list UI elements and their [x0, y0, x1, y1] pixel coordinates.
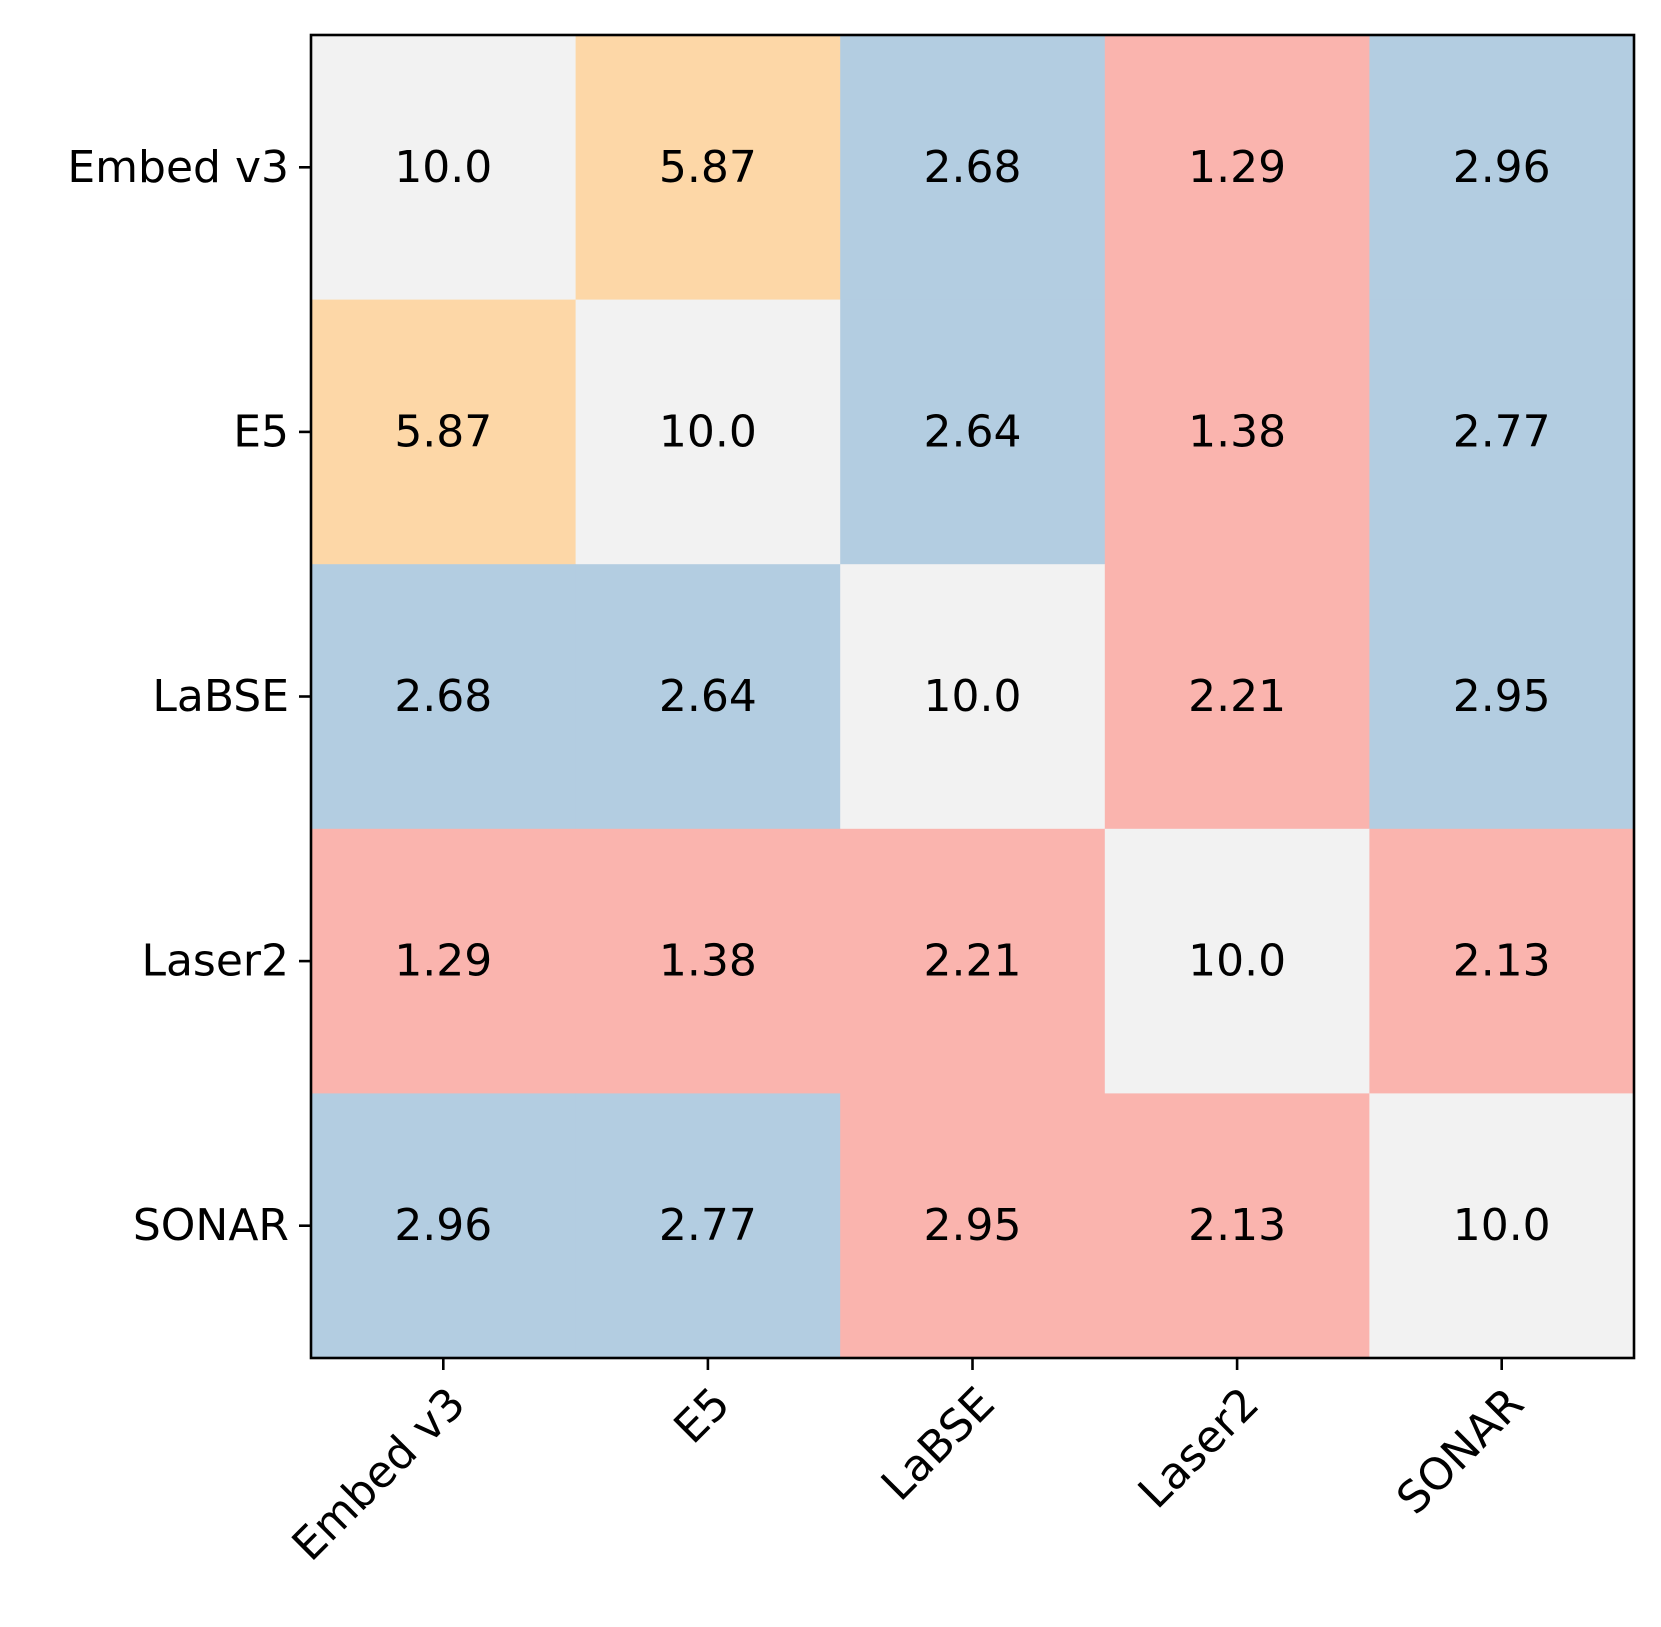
- heatmap-cell-r0-c1: [575, 35, 841, 301]
- heatmap-cell-r0-c0: [311, 35, 577, 301]
- cell-value-label: 10.0: [1188, 936, 1286, 987]
- heatmap-cell-r1-c4: [1369, 299, 1635, 565]
- cell-value-label: 5.87: [659, 142, 757, 193]
- heatmap-cell-r3-c0: [311, 828, 577, 1094]
- y-tick-label: Laser2: [141, 936, 289, 987]
- cell-value-label: 2.96: [1453, 142, 1551, 193]
- cell-value-label: 2.13: [1188, 1200, 1286, 1251]
- cell-value-label: 2.77: [659, 1200, 757, 1251]
- cell-value-label: 10.0: [394, 142, 492, 193]
- heatmap-cell-r4-c3: [1104, 1093, 1370, 1359]
- heatmap-cell-r1-c1: [575, 299, 841, 565]
- heatmap-cell-r1-c2: [840, 299, 1106, 565]
- y-tick-label: E5: [233, 406, 289, 457]
- x-tick-label: LaBSE: [872, 1378, 1005, 1511]
- cell-value-label: 10.0: [1453, 1200, 1551, 1251]
- x-axis: Embed v3 E5 LaBSE Laser2 SONAR: [283, 1358, 1534, 1571]
- y-tick-label: SONAR: [133, 1200, 289, 1251]
- heatmap-cell-r3-c4: [1369, 828, 1635, 1094]
- cell-value-label: 1.29: [1188, 142, 1286, 193]
- heatmap-cell-r4-c0: [311, 1093, 577, 1359]
- heatmap-cell-r2-c1: [575, 564, 841, 830]
- cell-value-label: 2.21: [1188, 671, 1286, 722]
- y-tick-label: LaBSE: [152, 671, 289, 722]
- heatmap-cell-r3-c2: [840, 828, 1106, 1094]
- heatmap-cell-r4-c1: [575, 1093, 841, 1359]
- heatmap-cell-r4-c2: [840, 1093, 1106, 1359]
- heatmap-cell-r3-c3: [1104, 828, 1370, 1094]
- heatmap-cells: [311, 35, 1635, 1359]
- cell-value-label: 2.64: [924, 406, 1022, 457]
- cell-value-label: 10.0: [659, 406, 757, 457]
- heatmap-cell-r1-c0: [311, 299, 577, 565]
- cell-value-label: 2.96: [394, 1200, 492, 1251]
- heatmap-cell-r1-c3: [1104, 299, 1370, 565]
- cell-value-label: 2.68: [924, 142, 1022, 193]
- cell-value-label: 1.38: [659, 936, 757, 987]
- x-tick-label: E5: [664, 1378, 740, 1454]
- heatmap-cell-labels: 10.0 5.87 2.68 1.29 2.96 5.87 10.0 2.64 1.38 2.77…: [394, 142, 1550, 1251]
- cell-value-label: 1.29: [394, 936, 492, 987]
- x-tick-label: Embed v3: [283, 1378, 476, 1571]
- cell-value-label: 2.64: [659, 671, 757, 722]
- y-axis: Embed v3 E5 LaBSE Laser2 SONAR: [67, 142, 311, 1251]
- x-tick-label: SONAR: [1387, 1378, 1533, 1524]
- cell-value-label: 2.77: [1453, 406, 1551, 457]
- cell-value-label: 2.21: [924, 936, 1022, 987]
- cell-value-label: 1.38: [1188, 406, 1286, 457]
- cell-value-label: 10.0: [924, 671, 1022, 722]
- cell-value-label: 2.68: [394, 671, 492, 722]
- heatmap-cell-r2-c3: [1104, 564, 1370, 830]
- cell-value-label: 2.95: [1453, 671, 1551, 722]
- heatmap-cell-r0-c4: [1369, 35, 1635, 301]
- heatmap-cell-r2-c0: [311, 564, 577, 830]
- cell-value-label: 2.95: [924, 1200, 1022, 1251]
- heatmap-cell-r2-c2: [840, 564, 1106, 830]
- y-tick-label: Embed v3: [67, 142, 289, 193]
- heatmap-cell-r3-c1: [575, 828, 841, 1094]
- heatmap-cell-r4-c4: [1369, 1093, 1635, 1359]
- heatmap-cell-r0-c2: [840, 35, 1106, 301]
- cell-value-label: 5.87: [394, 406, 492, 457]
- cell-value-label: 2.13: [1453, 936, 1551, 987]
- x-tick-label: Laser2: [1129, 1378, 1269, 1518]
- heatmap-cell-r2-c4: [1369, 564, 1635, 830]
- heatmap-cell-r0-c3: [1104, 35, 1370, 301]
